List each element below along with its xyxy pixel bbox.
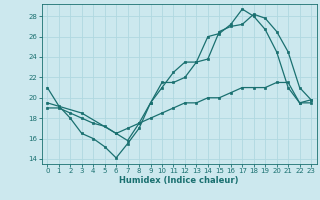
- X-axis label: Humidex (Indice chaleur): Humidex (Indice chaleur): [119, 176, 239, 185]
